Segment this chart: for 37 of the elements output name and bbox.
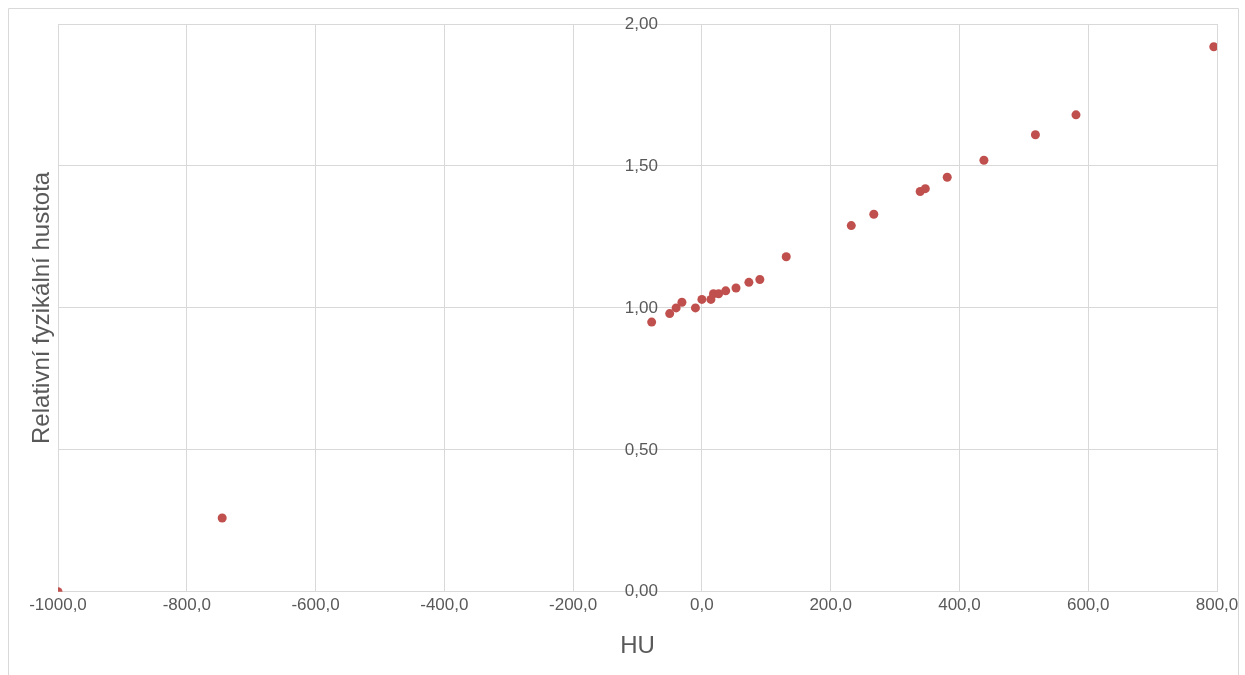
y-axis-title: Relativní fyzikální hustota <box>26 171 54 444</box>
point <box>1030 130 1040 140</box>
x-tick-label: 600,0 <box>1066 594 1110 614</box>
x-tick-label: 200,0 <box>809 594 852 614</box>
x-tick-label: -600,0 <box>291 594 340 614</box>
x-tick-label: -1000,0 <box>29 594 87 614</box>
x-axis-title: HU <box>620 631 655 659</box>
point <box>690 303 700 313</box>
point <box>781 252 791 262</box>
point <box>677 297 687 307</box>
point <box>920 184 930 194</box>
point <box>755 275 765 285</box>
y-tick-label: 2,00 <box>624 13 658 33</box>
x-tick-label: 800,0 <box>1195 594 1239 614</box>
x-tick-label: 0,0 <box>690 594 714 614</box>
point <box>979 155 989 165</box>
point <box>942 172 952 182</box>
point <box>217 513 227 523</box>
point <box>1209 42 1217 52</box>
x-tick-label: -200,0 <box>549 594 598 614</box>
y-tick-label: 0,00 <box>624 581 658 601</box>
y-tick-label: 1,00 <box>624 297 658 317</box>
x-tick-label: -800,0 <box>162 594 211 614</box>
x-tick-label: -400,0 <box>420 594 469 614</box>
point <box>744 277 754 287</box>
point <box>721 286 731 296</box>
point <box>1071 110 1081 120</box>
x-tick-label: 400,0 <box>938 594 981 614</box>
point <box>665 309 675 319</box>
point <box>671 303 681 313</box>
point <box>731 283 741 293</box>
point <box>697 294 707 304</box>
y-tick-label: 0,50 <box>624 439 658 459</box>
point <box>869 209 879 219</box>
y-tick-label: 1,50 <box>624 155 658 175</box>
point <box>846 221 856 231</box>
point <box>647 317 657 327</box>
